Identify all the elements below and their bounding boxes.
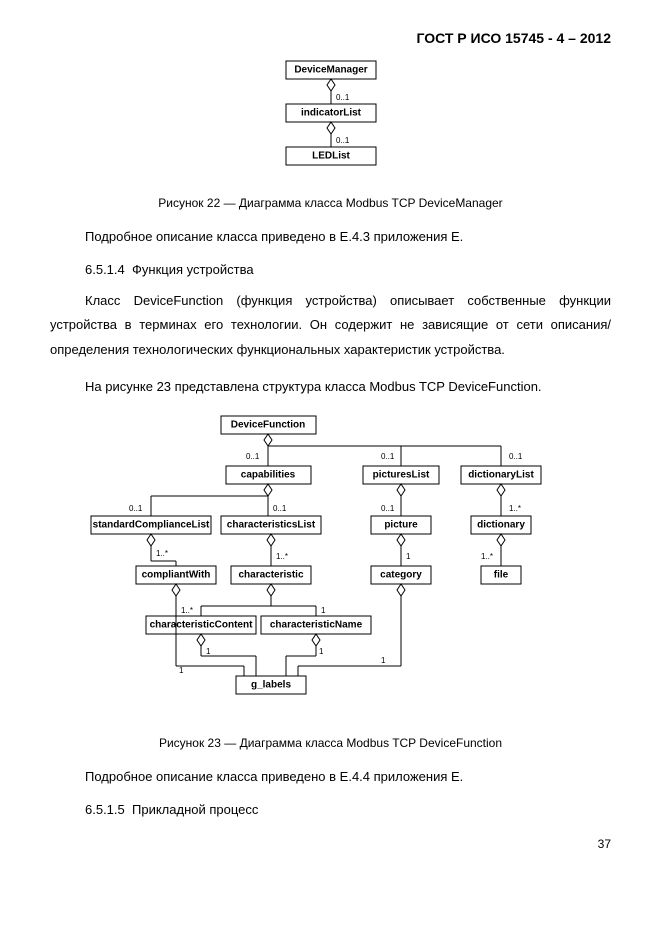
svg-text:characteristicsList: characteristicsList xyxy=(226,520,315,531)
svg-text:DeviceFunction: DeviceFunction xyxy=(230,420,304,431)
svg-text:LEDList: LEDList xyxy=(312,151,350,162)
svg-text:0..1: 0..1 xyxy=(381,452,395,461)
svg-text:0..1: 0..1 xyxy=(336,93,350,102)
svg-text:1..*: 1..* xyxy=(481,552,493,561)
svg-text:characteristicName: characteristicName xyxy=(269,620,362,631)
svg-text:1: 1 xyxy=(206,647,211,656)
svg-text:1: 1 xyxy=(319,647,324,656)
svg-text:0..1: 0..1 xyxy=(509,452,523,461)
caption-fig23: Рисунок 23 — Диаграмма класса Modbus TCP… xyxy=(50,736,611,750)
svg-text:picturesList: picturesList xyxy=(372,470,429,481)
diagram-device-function: DeviceFunction 0..1 0..1 0..1 capabiliti… xyxy=(81,411,581,721)
svg-text:standardComplianceList: standardComplianceList xyxy=(92,520,209,531)
svg-text:0..1: 0..1 xyxy=(381,504,395,513)
diagram-device-manager: DeviceManager 0..1 indicatorList 0..1 LE… xyxy=(216,56,446,181)
header: ГОСТ Р ИСО 15745 - 4 – 2012 xyxy=(50,30,611,46)
section-6515: 6.5.1.5 Прикладной процесс xyxy=(50,802,611,817)
section-title: Функция устройства xyxy=(132,262,254,277)
svg-text:0..1: 0..1 xyxy=(129,504,143,513)
para-devicefunction-desc: Класс DeviceFunction (функция устройства… xyxy=(50,289,611,363)
svg-text:indicatorList: indicatorList xyxy=(300,108,361,119)
para-e43: Подробное описание класса приведено в Е.… xyxy=(50,225,611,250)
svg-text:category: category xyxy=(380,570,422,581)
svg-text:compliantWith: compliantWith xyxy=(141,570,210,581)
page-number: 37 xyxy=(50,837,611,851)
svg-text:1: 1 xyxy=(406,552,411,561)
section-6514: 6.5.1.4 Функция устройства xyxy=(50,262,611,277)
svg-text:picture: picture xyxy=(384,520,418,531)
svg-text:dictionaryList: dictionaryList xyxy=(468,470,534,481)
section-number: 6.5.1.4 xyxy=(85,262,125,277)
svg-text:1..*: 1..* xyxy=(156,549,168,558)
svg-text:DeviceManager: DeviceManager xyxy=(294,65,367,76)
svg-text:1: 1 xyxy=(179,666,184,675)
svg-text:1: 1 xyxy=(321,606,326,615)
svg-text:capabilities: capabilities xyxy=(240,470,295,481)
section-title: Прикладной процесс xyxy=(132,802,258,817)
svg-text:1: 1 xyxy=(381,656,386,665)
svg-text:file: file xyxy=(493,570,508,581)
svg-text:0..1: 0..1 xyxy=(246,452,260,461)
section-number: 6.5.1.5 xyxy=(85,802,125,817)
svg-text:g_labels: g_labels xyxy=(250,680,290,691)
svg-text:dictionary: dictionary xyxy=(477,520,525,531)
svg-text:1..*: 1..* xyxy=(509,504,521,513)
page: ГОСТ Р ИСО 15745 - 4 – 2012 DeviceManage… xyxy=(0,0,661,871)
svg-text:characteristicContent: characteristicContent xyxy=(149,620,252,631)
svg-text:0..1: 0..1 xyxy=(273,504,287,513)
svg-text:1..*: 1..* xyxy=(181,606,193,615)
para-fig23-intro: На рисунке 23 представлена структура кла… xyxy=(50,375,611,400)
svg-text:1..*: 1..* xyxy=(276,552,288,561)
svg-text:0..1: 0..1 xyxy=(336,136,350,145)
caption-fig22: Рисунок 22 — Диаграмма класса Modbus TCP… xyxy=(50,196,611,210)
svg-text:characteristic: characteristic xyxy=(238,570,303,581)
para-e44: Подробное описание класса приведено в Е.… xyxy=(50,765,611,790)
